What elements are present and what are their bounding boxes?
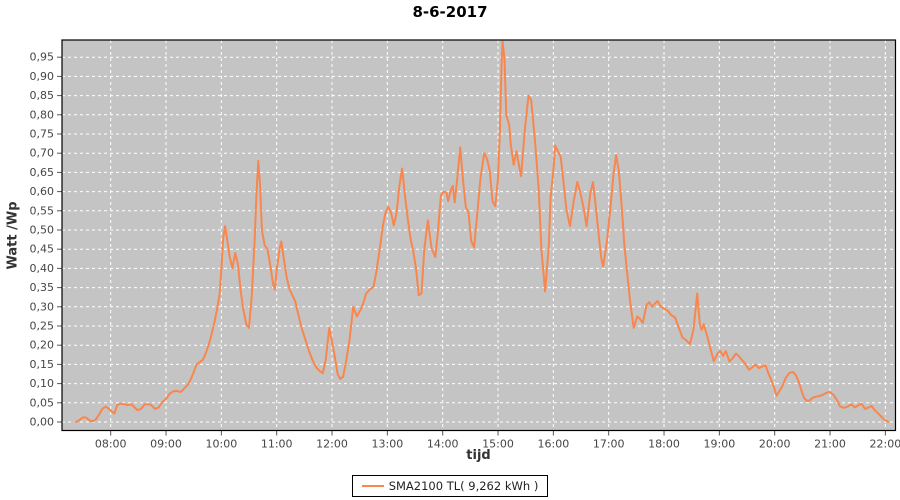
plot-background: [62, 40, 896, 431]
x-tick-label: 11:00: [261, 438, 293, 451]
y-tick-label: 0,45: [30, 243, 55, 256]
y-tick-label: 0,80: [30, 108, 55, 121]
legend-label: SMA2100 TL( 9,262 kWh ): [388, 479, 539, 493]
x-tick-label: 08:00: [95, 438, 127, 451]
y-tick-label: 0,40: [30, 262, 55, 275]
x-tick-label: 20:00: [759, 438, 791, 451]
y-tick-label: 0,75: [30, 128, 55, 141]
x-tick-label: 14:00: [427, 438, 459, 451]
legend-row: SMA2100 TL( 9,262 kWh ): [0, 475, 900, 497]
y-tick-label: 0,10: [30, 377, 55, 390]
y-tick-label: 0,60: [30, 185, 55, 198]
y-tick-label: 0,90: [30, 70, 55, 83]
x-tick-label: 16:00: [538, 438, 570, 451]
x-tick-label: 19:00: [704, 438, 736, 451]
y-tick-label: 0,15: [30, 358, 55, 371]
x-tick-label: 15:00: [482, 438, 514, 451]
y-tick-label: 0,65: [30, 166, 55, 179]
x-tick-label: 13:00: [372, 438, 404, 451]
y-axis-title: Watt /Wp: [5, 201, 21, 270]
y-tick-label: 0,35: [30, 281, 55, 294]
plot-border: [61, 39, 897, 432]
x-gridlines: [110, 40, 886, 431]
x-axis-title: tijd: [466, 448, 491, 463]
y-tick-label: 0,85: [30, 89, 55, 102]
axis-ticks: [57, 56, 886, 436]
y-tick-label: 0,95: [30, 51, 55, 64]
x-tick-label: 17:00: [593, 438, 625, 451]
y-tick-label: 0,00: [30, 416, 55, 429]
y-tick-label: 0,05: [30, 396, 55, 409]
y-tick-label: 0,25: [30, 320, 55, 333]
y-tick-label: 0,20: [30, 339, 55, 352]
y-tick-label: 0,70: [30, 147, 55, 160]
x-tick-label: 22:00: [870, 438, 900, 451]
series-line: [74, 40, 890, 423]
legend: SMA2100 TL( 9,262 kWh ): [351, 475, 549, 497]
plot-area: 0,00 0,05 0,10 0,15 0,20 0,25 0,30 0,35 0,40 0,45…: [30, 39, 900, 451]
chart-title: 8-6-2017: [412, 3, 488, 21]
x-tick-label: 12:00: [316, 438, 348, 451]
x-tick-label: 09:00: [150, 438, 182, 451]
x-tick-label: 21:00: [814, 438, 846, 451]
x-tick-label: 18:00: [648, 438, 680, 451]
legend-line-swatch: [361, 485, 384, 487]
axis-tick-labels: 0,00 0,05 0,10 0,15 0,20 0,25 0,30 0,35 0,40 0,45…: [30, 51, 900, 451]
x-tick-label: 10:00: [206, 438, 238, 451]
y-tick-label: 0,55: [30, 204, 55, 217]
y-tick-label: 0,30: [30, 300, 55, 313]
y-tick-label: 0,50: [30, 224, 55, 237]
